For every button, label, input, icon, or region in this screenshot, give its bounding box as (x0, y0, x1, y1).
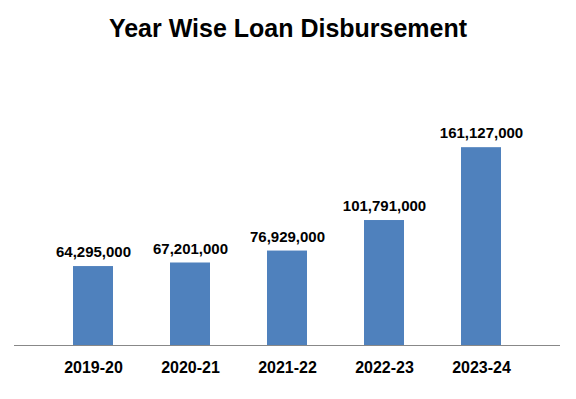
svg-text:2019-20: 2019-20 (64, 359, 123, 376)
svg-text:2021-22: 2021-22 (258, 359, 317, 376)
svg-text:64,295,000: 64,295,000 (56, 243, 131, 260)
svg-text:2023-24: 2023-24 (452, 359, 511, 376)
svg-text:67,201,000: 67,201,000 (153, 240, 228, 257)
svg-text:101,791,000: 101,791,000 (343, 197, 426, 214)
html-text:Year Wise Loan Disbursement: Year Wise Loan Disbursement (108, 14, 468, 42)
svg-text:2020-21: 2020-21 (161, 359, 220, 376)
svg-text:161,127,000: 161,127,000 (440, 124, 523, 141)
svg-text:2022-23: 2022-23 (355, 359, 414, 376)
svg-text:76,929,000: 76,929,000 (250, 228, 325, 245)
